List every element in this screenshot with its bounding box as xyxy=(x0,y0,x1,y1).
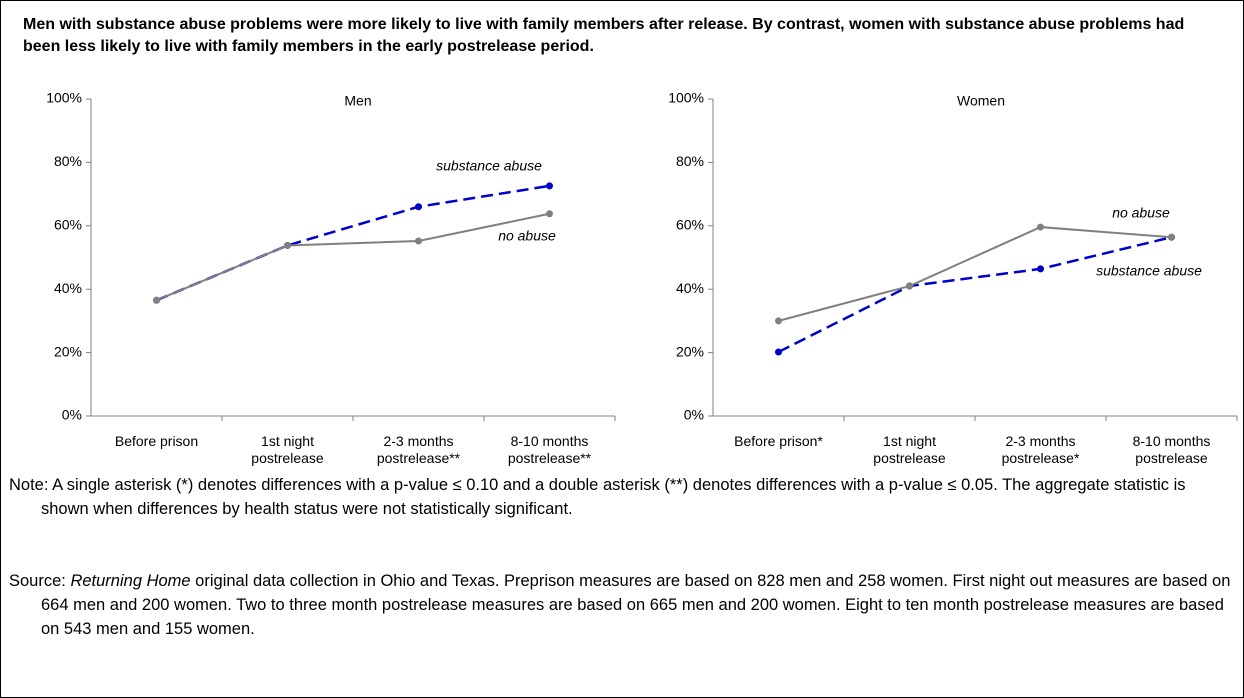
y-tick-label: 100% xyxy=(668,90,704,106)
y-tick-label: 40% xyxy=(54,280,82,296)
y-tick-label: 20% xyxy=(54,343,82,359)
note: Note: A single asterisk (*) denotes diff… xyxy=(9,476,1186,518)
series-line xyxy=(778,226,1172,322)
x-tick-label: 8-10 months postrelease xyxy=(1132,433,1211,466)
series-label: no abuse xyxy=(498,228,556,244)
figure-title: Men with substance abuse problems were m… xyxy=(23,16,1185,55)
series-line xyxy=(156,212,550,302)
series-label: no abuse xyxy=(1112,205,1170,221)
y-tick-label: 40% xyxy=(676,280,704,296)
source-text: original data collection in Ohio and Tex… xyxy=(41,572,1231,638)
series-point xyxy=(1037,265,1044,273)
source-italic: Returning Home xyxy=(70,572,191,590)
series-label: substance abuse xyxy=(1096,263,1202,279)
series-point xyxy=(775,317,782,325)
x-tick-label: Before prison* xyxy=(734,433,823,449)
series-point xyxy=(546,210,553,218)
y-tick-label: 60% xyxy=(676,217,704,233)
y-tick-label: 80% xyxy=(676,153,704,169)
chart-title: Women xyxy=(957,93,1005,109)
series-point xyxy=(284,241,291,249)
series-point xyxy=(546,182,553,190)
x-tick-label: 8-10 months postrelease** xyxy=(507,433,592,466)
x-tick-label: 2-3 months postrelease** xyxy=(376,433,461,466)
chart-title: Men xyxy=(344,93,371,109)
charts: Men 0% 20% 40% 60% 80% 100% substance abuse no a… xyxy=(46,90,1238,423)
series-point xyxy=(1037,223,1044,231)
x-tick-label: 1st night postrelease xyxy=(873,433,946,466)
series-point xyxy=(415,203,422,211)
x-tick-label: 1st night postrelease xyxy=(251,433,324,466)
series-point xyxy=(775,348,782,356)
source: Source: Returning Home original data col… xyxy=(9,569,1231,641)
y-tick-label: 100% xyxy=(46,90,82,106)
series-point xyxy=(906,282,913,290)
series-point xyxy=(153,296,160,304)
series-label: substance abuse xyxy=(436,158,542,174)
x-tick-label: Before prison xyxy=(114,433,199,449)
series-line xyxy=(777,235,1172,354)
series-point xyxy=(415,237,422,245)
source-prefix: Source: xyxy=(9,572,71,590)
series-point xyxy=(1168,233,1175,241)
y-tick-label: 60% xyxy=(54,217,82,233)
y-tick-label: 20% xyxy=(676,343,704,359)
y-tick-label: 0% xyxy=(684,407,704,423)
y-tick-label: 0% xyxy=(62,407,82,423)
y-tick-label: 80% xyxy=(54,153,82,169)
series-line xyxy=(156,184,550,302)
x-tick-label: 2-3 months postrelease* xyxy=(1001,433,1080,466)
